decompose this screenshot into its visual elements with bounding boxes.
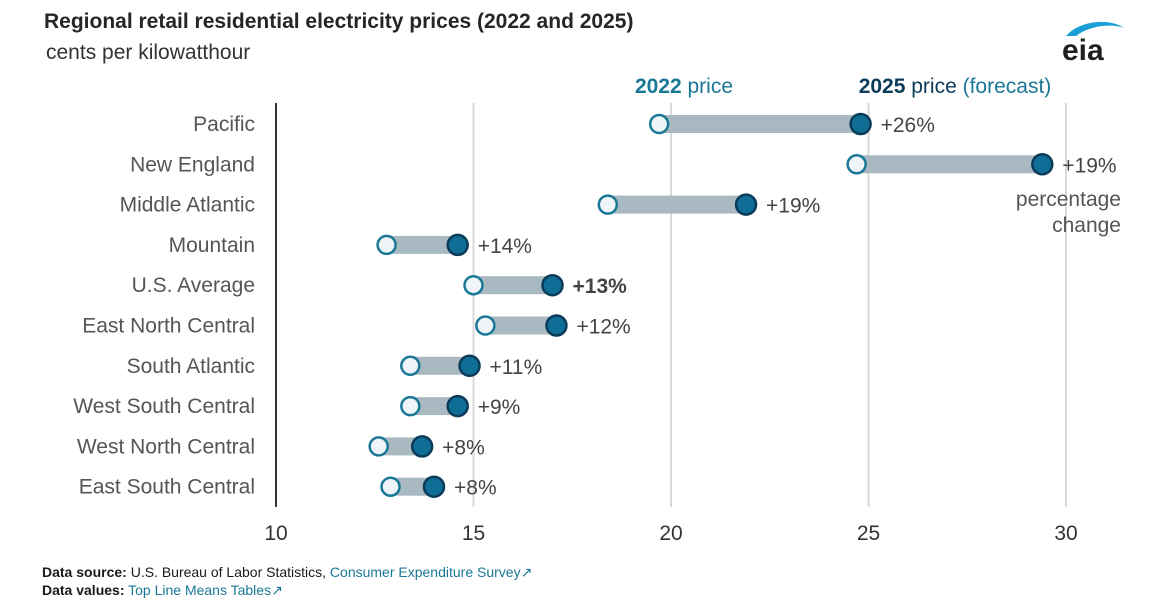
eia-logo-swoosh — [1066, 21, 1124, 36]
row-label-west-south-central: West South Central — [73, 395, 255, 418]
x-tick-label-15: 15 — [462, 522, 485, 545]
dot-2025-west-north-central — [410, 435, 434, 458]
range-bar-middle-atlantic — [607, 195, 747, 214]
chart-subtitle: cents per kilowatthour — [46, 41, 251, 64]
footer-source-link[interactable]: Consumer Expenditure Survey↗ — [329, 564, 533, 580]
row-label-middle-atlantic: Middle Atlantic — [120, 194, 255, 217]
range-bar-pacific — [659, 115, 861, 133]
change-label-east-north-central: +12% — [576, 316, 630, 339]
dot-2025-u-s-average — [541, 273, 564, 297]
dot-2022-pacific — [648, 113, 670, 135]
change-label-middle-atlantic: +19% — [766, 195, 820, 218]
eia-logo[interactable]: eia — [1058, 14, 1130, 66]
dot-2025-south-atlantic — [458, 354, 481, 378]
legend-2022-word: price — [682, 75, 733, 98]
legend-2022-price: 2022 price — [635, 75, 733, 98]
range-bar-east-south-central — [390, 477, 434, 496]
dot-2025-new-england — [1031, 153, 1054, 176]
dot-2025-middle-atlantic — [734, 193, 758, 216]
dot-2025-mountain — [446, 233, 469, 257]
row-label-east-north-central: East North Central — [82, 315, 255, 338]
dot-2022-new-england — [846, 154, 867, 175]
dot-2022-east-south-central — [380, 476, 401, 497]
change-label-east-south-central: +8% — [454, 477, 497, 500]
row-label-pacific: Pacific — [193, 113, 255, 136]
dot-2025-west-south-central — [446, 394, 469, 418]
dot-2025-east-south-central — [422, 475, 446, 498]
legend-2025-note: (forecast) — [957, 75, 1052, 98]
dot-2022-west-south-central — [400, 395, 421, 417]
dot-2022-east-north-central — [475, 315, 496, 336]
change-label-west-north-central: +8% — [442, 436, 485, 459]
range-bar-east-north-central — [485, 316, 557, 335]
x-tick-label-30: 30 — [1054, 522, 1077, 545]
chart-title: Regional retail residential electricity … — [44, 10, 634, 33]
eia-logo-text: eia — [1062, 34, 1104, 66]
row-label-east-south-central: East South Central — [79, 476, 255, 499]
range-bar-west-south-central — [410, 397, 458, 416]
range-bar-new-england — [856, 155, 1043, 174]
change-label-new-england: +19% — [1062, 154, 1116, 177]
external-link-icon: ↗ — [271, 582, 283, 598]
x-tick-label-25: 25 — [857, 522, 880, 545]
change-label-west-south-central: +9% — [478, 396, 521, 419]
legend-2022-year: 2022 — [635, 75, 682, 98]
row-label-mountain: Mountain — [169, 234, 255, 257]
legend-pct-line2: change — [1052, 214, 1121, 237]
dot-2022-south-atlantic — [400, 355, 421, 377]
dot-2022-middle-atlantic — [597, 194, 619, 215]
footer-values-link[interactable]: Top Line Means Tables↗ — [128, 582, 283, 598]
row-label-new-england: New England — [130, 153, 255, 176]
legend-2025-year: 2025 — [859, 75, 906, 98]
range-bar-u-s-average — [473, 276, 553, 295]
footer-source-label: Data source: — [42, 564, 127, 580]
row-label-u-s-average: U.S. Average — [132, 274, 255, 297]
legend-2025-word: price — [905, 75, 956, 98]
change-label-pacific: +26% — [881, 114, 935, 137]
footer-values: Data values: Top Line Means Tables↗ — [42, 582, 283, 599]
legend-pct-line1: percentage — [1016, 188, 1121, 211]
dot-2022-u-s-average — [463, 274, 484, 296]
range-bar-mountain — [386, 235, 458, 254]
range-bar-south-atlantic — [410, 356, 470, 375]
change-label-south-atlantic: +11% — [490, 356, 543, 379]
legend-2025-price: 2025 price (forecast) — [859, 75, 1052, 98]
footer-source-text: U.S. Bureau of Labor Statistics, — [126, 564, 330, 580]
row-label-south-atlantic: South Atlantic — [127, 355, 255, 378]
dot-2025-east-north-central — [545, 314, 568, 337]
external-link-icon: ↗ — [520, 564, 533, 580]
row-label-west-north-central: West North Central — [77, 435, 255, 458]
range-bar-west-north-central — [378, 437, 423, 456]
change-label-u-s-average: +13% — [573, 275, 628, 298]
dot-2022-west-north-central — [368, 436, 389, 457]
change-label-mountain: +14% — [478, 235, 532, 258]
x-tick-label-10: 10 — [264, 522, 287, 545]
dot-2025-pacific — [849, 112, 872, 136]
x-tick-label-20: 20 — [659, 522, 682, 545]
footer-values-label: Data values: — [42, 582, 125, 598]
footer-source: Data source: U.S. Bureau of Labor Statis… — [42, 564, 532, 581]
dot-2022-mountain — [376, 234, 397, 256]
